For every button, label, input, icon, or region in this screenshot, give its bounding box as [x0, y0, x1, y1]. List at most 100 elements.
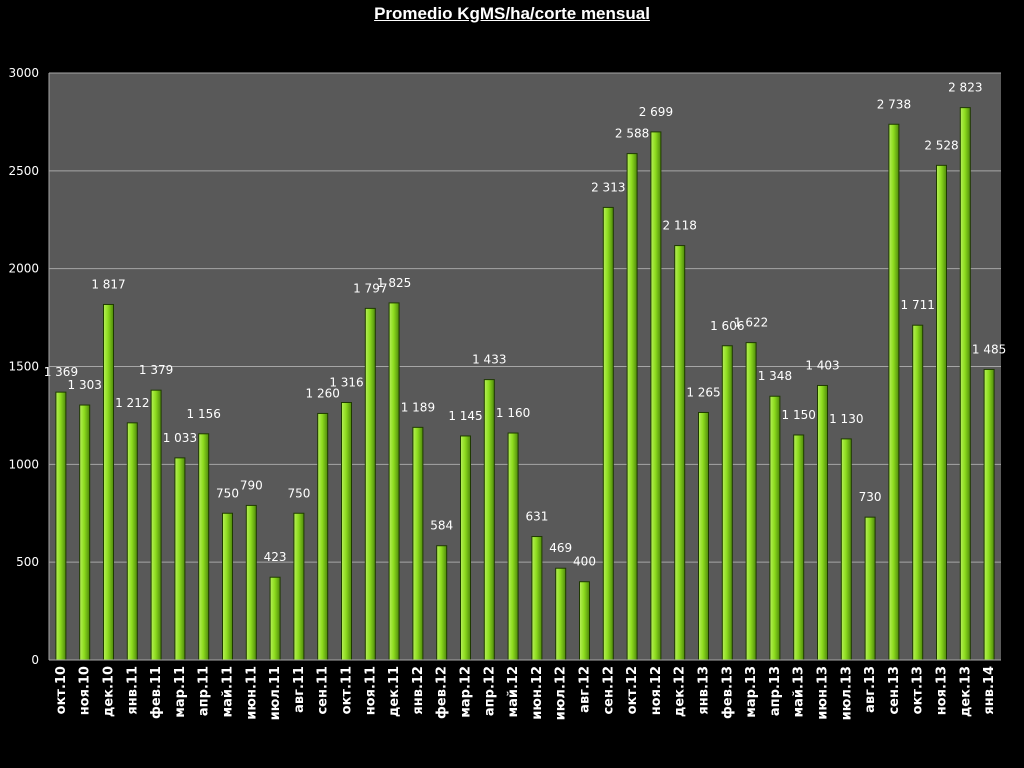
bar: [840, 438, 852, 661]
data-label: 1 379: [139, 363, 173, 377]
data-label: 2 588: [615, 127, 649, 141]
x-tick-label: май.13: [792, 666, 807, 718]
data-label: 1 817: [91, 277, 125, 291]
data-label: 631: [525, 510, 548, 524]
x-tick-label: авг.13: [863, 666, 878, 713]
data-label: 1 348: [758, 369, 792, 383]
y-tick-label: 2000: [8, 262, 39, 276]
x-tick-label: авг.12: [578, 666, 593, 713]
x-tick-label: апр.13: [768, 666, 783, 716]
data-label: 750: [216, 486, 239, 500]
x-tick-label: дек.10: [102, 666, 117, 717]
data-label: 1 606: [710, 319, 744, 333]
bar: [198, 433, 210, 661]
x-tick-label: дек.12: [673, 666, 688, 717]
x-tick-label: янв.11: [125, 666, 140, 715]
data-label: 1 212: [115, 396, 149, 410]
data-label: 1 145: [448, 409, 482, 423]
data-label: 2 823: [948, 81, 982, 95]
data-label: 730: [859, 490, 882, 504]
y-axis-ticks: 0 500 1000 1500 2000 2500 3000: [8, 66, 39, 667]
data-label: 584: [430, 519, 453, 533]
x-tick-label: фев.12: [435, 666, 450, 719]
bar: [55, 391, 67, 661]
x-tick-label: май.12: [506, 666, 521, 718]
bar: [698, 411, 709, 661]
x-tick-label: ноя.11: [363, 666, 378, 715]
bar: [507, 432, 519, 661]
x-tick-label: июн.11: [244, 666, 259, 720]
bar: [436, 545, 448, 661]
x-tick-label: дек.11: [387, 666, 402, 717]
y-tick-label: 3000: [8, 66, 39, 80]
bar: [626, 153, 638, 661]
x-tick-label: сен.13: [887, 666, 902, 715]
data-label: 790: [240, 478, 263, 492]
x-tick-label: окт.13: [911, 666, 926, 714]
data-label: 423: [264, 550, 287, 564]
bar: [579, 581, 590, 661]
bar: [364, 307, 376, 661]
x-tick-label: окт.10: [54, 666, 69, 714]
bar: [174, 457, 186, 661]
bar: [983, 368, 995, 661]
data-label: 1 622: [734, 316, 768, 330]
bar: [912, 324, 924, 661]
x-tick-label: окт.12: [625, 666, 640, 714]
bar: [388, 302, 400, 661]
bar: [721, 345, 733, 661]
x-tick-label: мар.11: [173, 666, 188, 718]
bar: [293, 512, 305, 661]
x-tick-label: мар.13: [744, 666, 759, 718]
data-label: 1 711: [901, 298, 935, 312]
y-tick-label: 1000: [8, 457, 39, 471]
bar: [650, 131, 662, 661]
bar: [936, 164, 947, 661]
chart-title: Promedio KgMS/ha/corte mensual: [374, 4, 650, 23]
bar: [460, 435, 471, 661]
x-tick-label: ноя.10: [78, 666, 93, 715]
x-tick-label: июн.13: [816, 666, 831, 720]
data-label: 1 369: [44, 365, 78, 379]
bar: [317, 412, 329, 661]
bar: [793, 434, 805, 661]
data-label: 1 303: [68, 378, 102, 392]
x-tick-label: июл.13: [839, 666, 854, 720]
x-tick-label: июл.11: [268, 666, 283, 720]
x-tick-label: фев.11: [149, 666, 164, 719]
bar: [817, 384, 828, 661]
data-label: 1 150: [782, 408, 816, 422]
bar: [126, 422, 138, 661]
bar: [341, 402, 352, 661]
x-tick-label: фев.13: [720, 666, 735, 719]
bar: [483, 379, 495, 661]
x-tick-label: янв.14: [982, 666, 997, 715]
x-tick-label: дек.13: [958, 666, 973, 717]
data-label: 1 160: [496, 406, 530, 420]
bar: [745, 342, 757, 661]
data-label: 1 265: [686, 385, 720, 399]
data-label: 2 313: [591, 180, 625, 194]
data-label: 750: [287, 486, 310, 500]
data-label: 1 189: [401, 400, 435, 414]
x-tick-label: янв.13: [697, 666, 712, 715]
x-axis-ticks: окт.10 ноя.10 дек.10 янв.11 фев.11 мар.11 апр.…: [54, 666, 997, 720]
x-tick-label: ноя.13: [935, 666, 950, 715]
bar: [79, 404, 91, 661]
data-label: 1 797: [353, 281, 387, 295]
x-tick-label: сен.12: [601, 666, 616, 715]
data-label: 2 118: [663, 219, 697, 233]
bar: [888, 123, 900, 661]
bars: [55, 107, 995, 661]
x-tick-label: май.11: [221, 666, 236, 718]
bar: [222, 512, 233, 661]
y-tick-label: 1500: [8, 360, 39, 374]
bar: [674, 245, 686, 661]
y-tick-label: 0: [31, 653, 39, 667]
bar: [959, 107, 971, 661]
data-label: 1 033: [163, 431, 197, 445]
data-label: 1 403: [805, 358, 839, 372]
data-label: 1 156: [187, 407, 221, 421]
data-label: 1 130: [829, 412, 863, 426]
